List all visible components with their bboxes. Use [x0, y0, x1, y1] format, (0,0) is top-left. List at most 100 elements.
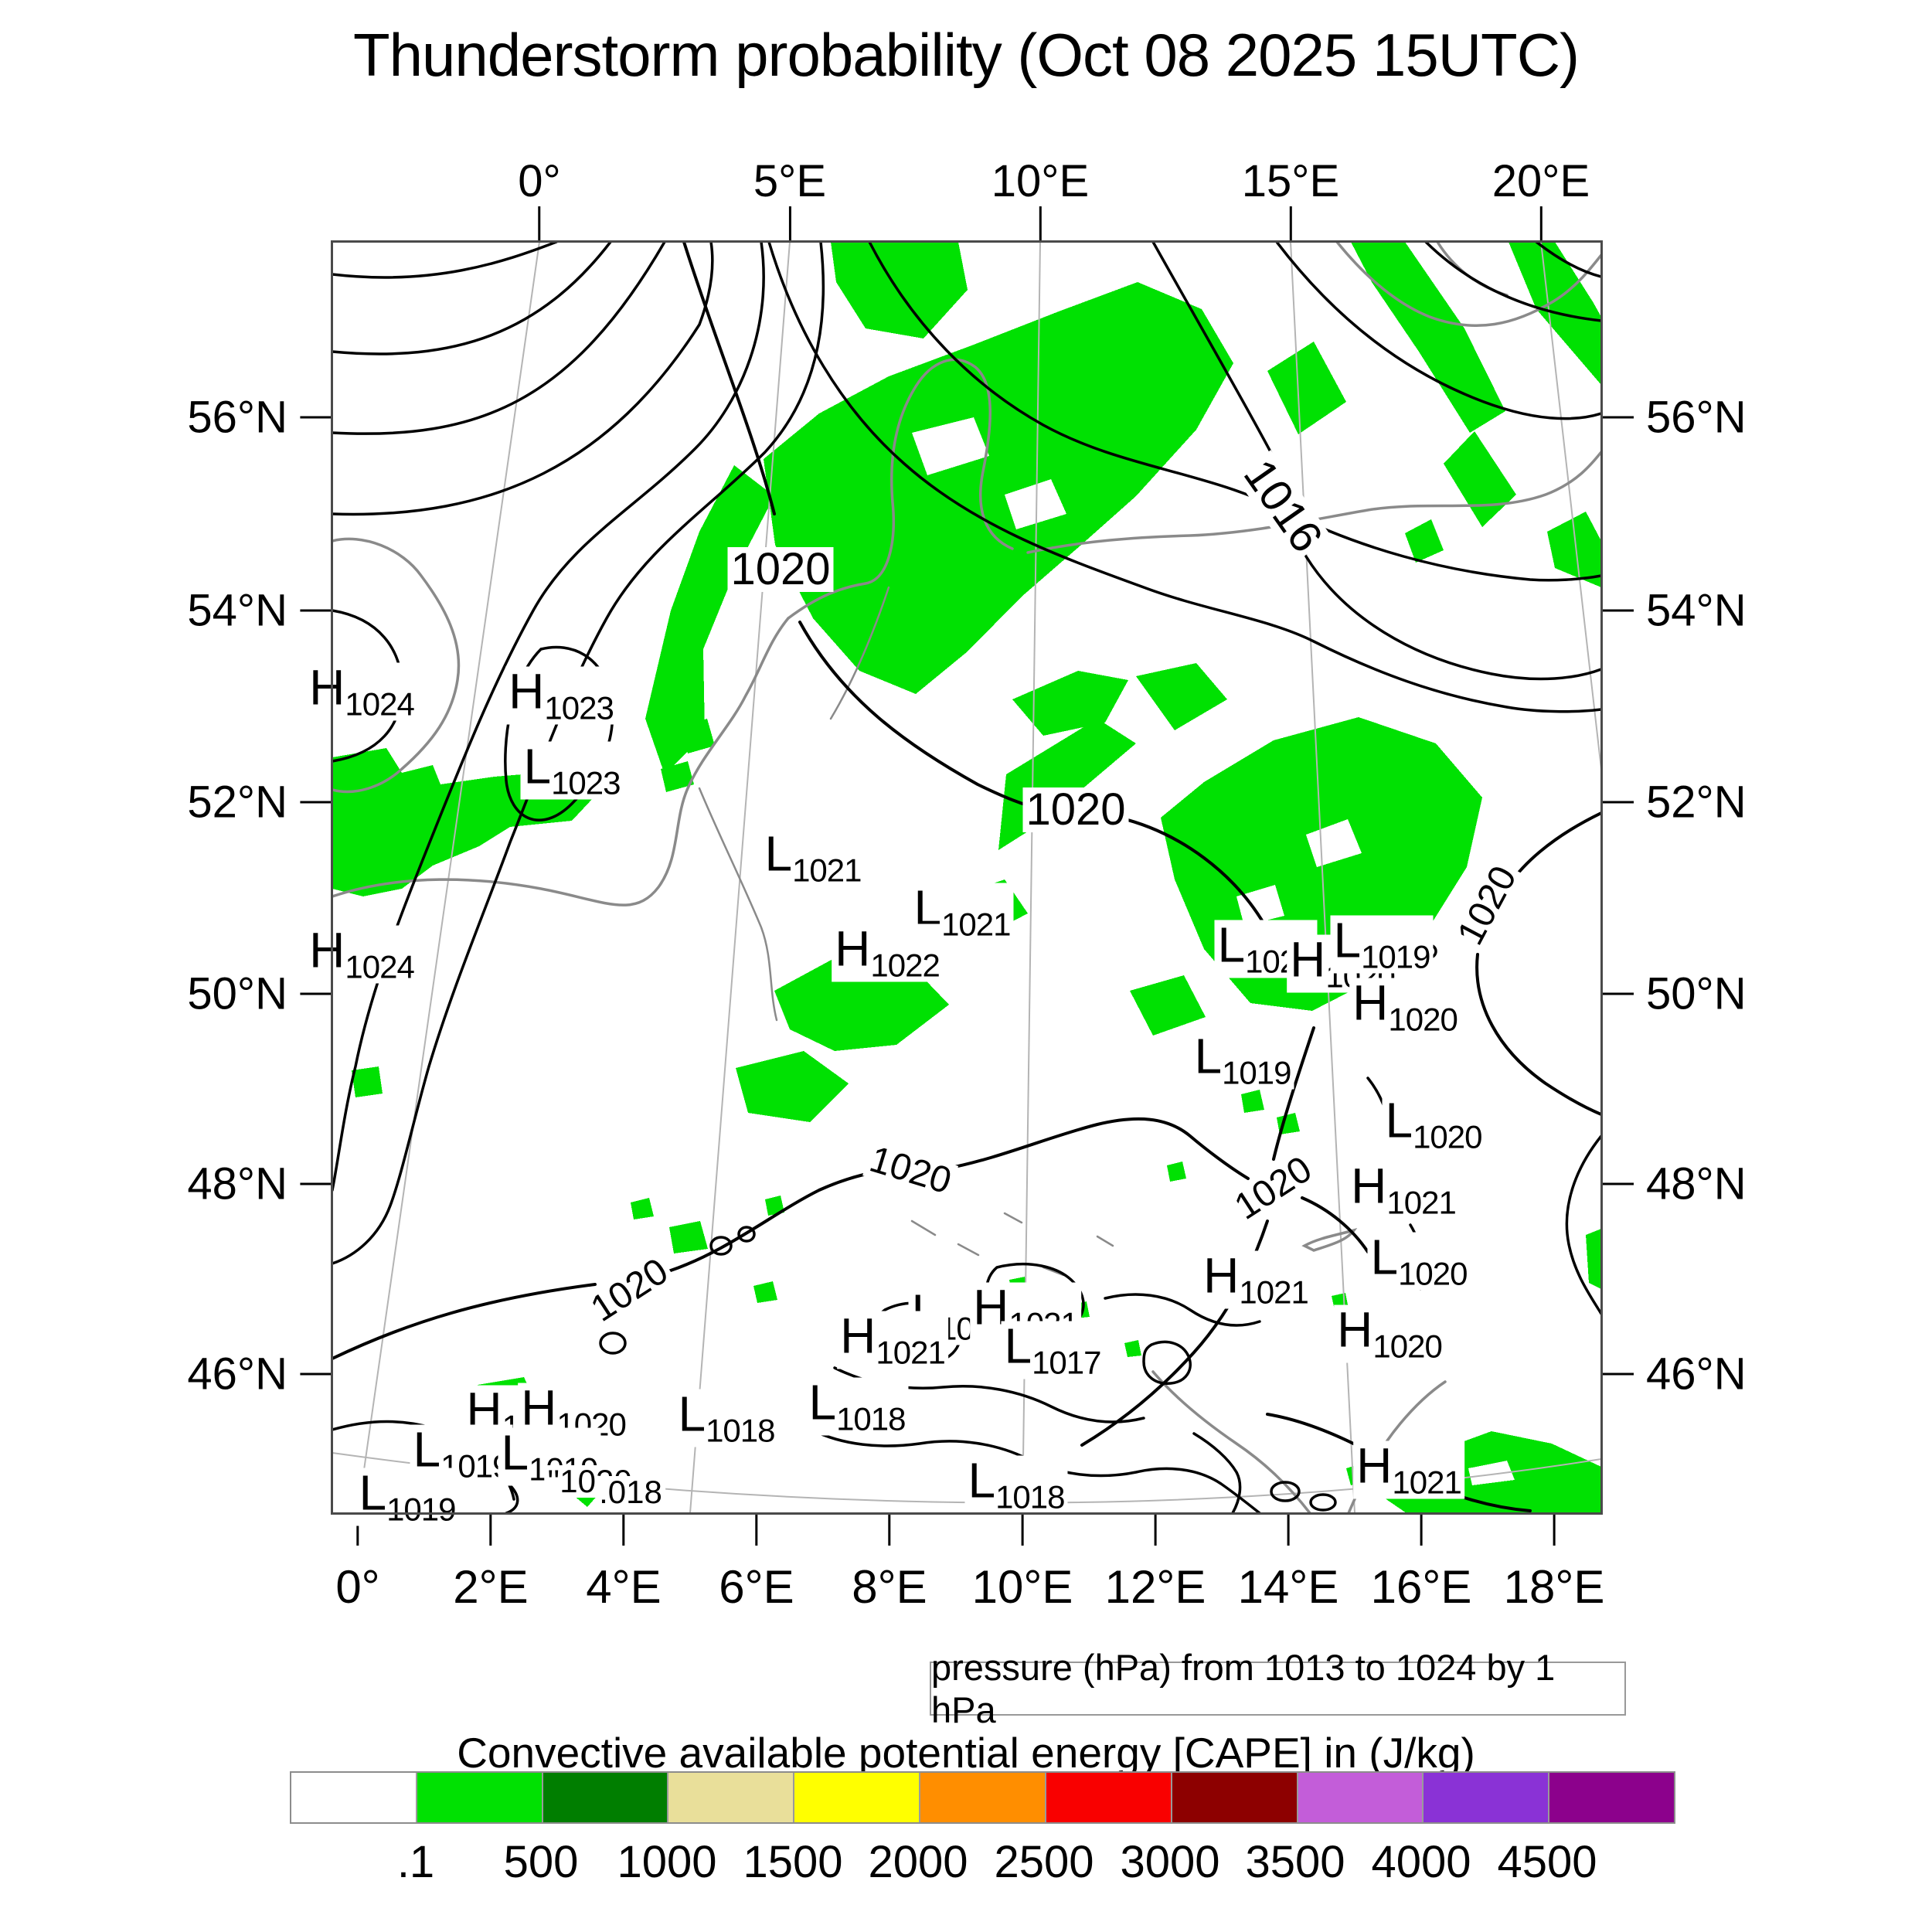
axis-tick-top: 20°E	[1492, 157, 1590, 242]
pressure-center-value: 1023	[551, 764, 621, 801]
axis-tick-mark	[538, 206, 541, 242]
axis-tick-mark	[1289, 206, 1292, 242]
axis-tick-label: 46°N	[1646, 1349, 1747, 1400]
pressure-center-label: L1023	[520, 738, 624, 801]
axis-tick-bottom: 0°	[335, 1513, 380, 1613]
axis-tick-mark	[1420, 1513, 1423, 1546]
pressure-center-letter: L	[1370, 1229, 1399, 1285]
axis-tick-mark	[1601, 1182, 1634, 1185]
axis-tick-mark	[300, 416, 332, 419]
axis-tick-top: 0°	[518, 157, 561, 242]
pressure-center-label: L1020	[1367, 1229, 1471, 1291]
isobar-value-label: 1020	[862, 1139, 958, 1202]
axis-tick-bottom: 18°E	[1503, 1513, 1605, 1613]
axis-tick-label: 52°N	[187, 777, 287, 828]
pressure-center-label: H1024	[306, 925, 417, 984]
colorbar-tick-label: 4000	[1371, 1837, 1471, 1887]
pressure-center-value: 1023	[544, 689, 614, 726]
pressure-center-value: 1021	[792, 852, 862, 889]
pressure-caption-box: pressure (hPa) from 1013 to 1024 by 1 hP…	[930, 1647, 1626, 1730]
pressure-center-value: 1021	[941, 906, 1011, 943]
pressure-center-label: H1020	[1349, 978, 1461, 1036]
pressure-center-letter: H	[1351, 1158, 1387, 1214]
pressure-center-letter: L	[678, 1386, 706, 1442]
axis-tick-label: 12°E	[1104, 1561, 1206, 1613]
pressure-center-letter: L	[359, 1464, 387, 1521]
pressure-center-label: H1024	[306, 659, 417, 721]
isobar-value-label: 1020	[1226, 1148, 1321, 1229]
axis-tick-mark	[1539, 206, 1543, 242]
axis-tick-mark	[300, 992, 332, 995]
colorbar-tick-label: 1000	[617, 1837, 717, 1887]
colorbar-cell	[543, 1773, 669, 1822]
axis-tick-label: 48°N	[1646, 1158, 1747, 1209]
axis-tick-mark	[788, 206, 791, 242]
axis-tick-mark	[1601, 416, 1634, 419]
pressure-center-label: H1021	[1348, 1161, 1459, 1221]
axis-tick-label: 18°E	[1503, 1561, 1605, 1613]
pressure-center-letter: L	[1004, 1318, 1032, 1374]
pressure-center-label: H1020	[1334, 1304, 1445, 1363]
axis-tick-label: 56°N	[1646, 392, 1747, 443]
colorbar-cell	[291, 1773, 417, 1822]
pressure-center-value: 1017	[1032, 1344, 1101, 1381]
axis-tick-label: 5°E	[753, 156, 827, 206]
axis-tick-label: 50°N	[187, 968, 287, 1019]
axis-tick-left: 54°N	[187, 585, 332, 637]
axis-tick-left: 50°N	[187, 968, 332, 1020]
pressure-center-letter: L	[413, 1421, 441, 1478]
axis-tick-label: 0°	[335, 1561, 380, 1613]
pressure-center-value: 1022	[870, 947, 940, 984]
isobar-value-label: 1020	[582, 1250, 678, 1331]
pressure-center-letter: L	[1194, 1028, 1223, 1084]
axis-tick-label: 6°E	[719, 1561, 794, 1613]
axis-tick-top: 15°E	[1242, 157, 1339, 242]
pressure-center-value: 1019	[386, 1491, 456, 1528]
pressure-center-letter: H	[309, 659, 345, 716]
pressure-center-letter: H	[1356, 1437, 1393, 1494]
colorbar-tick-label: 2000	[868, 1837, 968, 1887]
axis-tick-right: 48°N	[1601, 1158, 1747, 1210]
pressure-center-label: H1022	[832, 920, 943, 984]
pressure-center-value: 1021	[1386, 1184, 1456, 1221]
axis-tick-left: 52°N	[187, 777, 332, 828]
pressure-center-value: 1018	[995, 1478, 1065, 1515]
axis-tick-top: 5°E	[753, 157, 826, 242]
isobar-value-label: 1020	[1022, 787, 1129, 832]
colorbar-cell	[668, 1773, 795, 1822]
pressure-center-label: L1019	[1330, 915, 1434, 974]
isobar-value-label: 1016	[1233, 450, 1333, 563]
pressure-center-letter: H	[1203, 1247, 1240, 1304]
axis-tick-mark	[300, 609, 332, 612]
isobar-value-label: 1020	[727, 547, 834, 592]
pressure-center-label: L1019	[1191, 1028, 1294, 1091]
pressure-center-letter: L	[523, 738, 552, 794]
axis-tick-left: 46°N	[187, 1349, 332, 1400]
axis-tick-label: 16°E	[1370, 1561, 1472, 1613]
colorbar-cell	[794, 1773, 921, 1822]
pressure-center-label: L1019	[355, 1464, 459, 1528]
pressure-center-label: L1017	[1001, 1321, 1104, 1379]
pressure-center-letter: L	[1385, 1092, 1413, 1148]
pressure-center-letter: H	[835, 920, 871, 977]
colorbar-tick-label: 3000	[1120, 1837, 1220, 1887]
pressure-center-letter: H	[1352, 975, 1389, 1031]
axis-tick-mark	[1601, 1372, 1634, 1376]
pressure-center-letter: L	[501, 1424, 529, 1481]
colorbar-cell	[1549, 1773, 1674, 1822]
colorbar-cell	[417, 1773, 543, 1822]
axis-tick-label: 56°N	[187, 392, 287, 443]
axis-tick-mark	[489, 1513, 492, 1546]
axis-tick-bottom: 10°E	[972, 1513, 1073, 1612]
axis-tick-mark	[300, 1182, 332, 1185]
axis-tick-bottom: 14°E	[1238, 1513, 1338, 1612]
axis-tick-label: 48°N	[187, 1158, 287, 1209]
axis-tick-label: 54°N	[187, 585, 287, 636]
cape-shading-holes	[912, 417, 1515, 1485]
axis-tick-mark	[300, 801, 332, 804]
axis-tick-mark	[1154, 1513, 1157, 1546]
axis-tick-mark	[755, 1513, 758, 1546]
pressure-center-letter: L	[808, 1374, 837, 1430]
pressure-center-value: 1019	[1222, 1054, 1291, 1091]
